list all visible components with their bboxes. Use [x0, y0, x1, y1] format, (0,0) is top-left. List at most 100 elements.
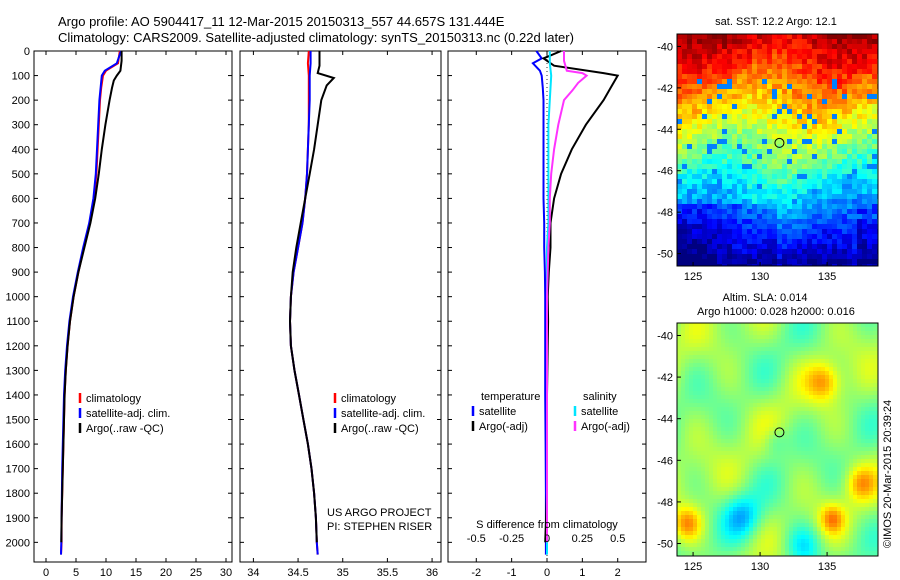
map-cell	[737, 511, 742, 516]
map-cell	[677, 511, 682, 516]
map-cell	[841, 347, 846, 352]
map-cell	[849, 491, 854, 496]
map-cell	[732, 169, 738, 175]
map-cell	[705, 367, 710, 372]
map-cell	[817, 264, 823, 267]
map-cell	[707, 139, 713, 145]
map-cell	[801, 467, 806, 472]
map-cell	[785, 347, 790, 352]
map-cell	[785, 359, 790, 364]
map-cell	[845, 427, 850, 432]
map-cell	[782, 39, 788, 45]
map-cell	[852, 229, 858, 235]
map-cell	[822, 54, 828, 60]
map-cell	[777, 531, 782, 536]
map-cell	[845, 491, 850, 496]
map-cell	[793, 435, 798, 440]
map-cell	[687, 254, 693, 260]
map-cell	[772, 114, 778, 120]
map-cell	[677, 69, 683, 75]
map-cell	[805, 359, 810, 364]
map-cell	[797, 395, 802, 400]
map-cell	[801, 515, 806, 520]
map-cell	[697, 487, 702, 492]
map-cell	[749, 395, 754, 400]
map-cell	[737, 363, 742, 368]
map-cell	[742, 174, 748, 180]
map-cell	[761, 431, 766, 436]
map-cell	[873, 327, 878, 332]
map-cell	[872, 39, 878, 45]
map-cell	[812, 169, 818, 175]
map-cell	[861, 351, 866, 356]
map-cell	[702, 139, 708, 145]
map-cell	[687, 54, 693, 60]
map-cell	[737, 89, 743, 95]
map-cell	[789, 491, 794, 496]
map-cell	[737, 391, 742, 396]
map-cell	[801, 399, 806, 404]
map-cell	[709, 523, 714, 528]
map-cell	[787, 264, 793, 267]
map-cell	[792, 179, 798, 185]
map-cell	[701, 487, 706, 492]
map-cell	[761, 507, 766, 512]
map-cell	[765, 467, 770, 472]
map-cell	[741, 471, 746, 476]
map-cell	[689, 459, 694, 464]
map-cell	[709, 471, 714, 476]
map-cell	[749, 327, 754, 332]
map-cell	[787, 249, 793, 255]
map-cell	[757, 339, 762, 344]
map-cell	[737, 335, 742, 340]
map-cell	[813, 399, 818, 404]
map-cell	[701, 431, 706, 436]
map-cell	[757, 224, 763, 230]
map-cell	[697, 249, 703, 255]
map-cell	[677, 387, 682, 392]
map-cell	[837, 219, 843, 225]
map-cell	[742, 89, 748, 95]
map-cell	[767, 194, 773, 200]
map-cell	[729, 475, 734, 480]
map-cell	[842, 124, 848, 130]
map-cell	[753, 339, 758, 344]
map-cell	[741, 343, 746, 348]
map-cell	[742, 219, 748, 225]
map-cell	[793, 531, 798, 536]
map-cell	[717, 119, 723, 125]
map-cell	[821, 399, 826, 404]
map-cell	[873, 479, 878, 484]
map-cell	[697, 44, 703, 50]
map-cell	[837, 487, 842, 492]
map-cell	[757, 184, 763, 190]
map-cell	[681, 363, 686, 368]
map-cell	[742, 144, 748, 150]
map-cell	[853, 323, 858, 328]
map-cell	[682, 164, 688, 170]
map-cell	[693, 343, 698, 348]
map-cell	[713, 343, 718, 348]
map-cell	[817, 515, 822, 520]
map-cell	[813, 323, 818, 328]
map-cell	[677, 323, 682, 328]
map-cell	[757, 109, 763, 115]
map-cell	[869, 363, 874, 368]
map-cell	[781, 443, 786, 448]
map-cell	[809, 395, 814, 400]
map-cell	[822, 259, 828, 265]
map-cell	[737, 531, 742, 536]
map-cell	[697, 114, 703, 120]
map-cell	[825, 475, 830, 480]
map-cell	[767, 134, 773, 140]
map-cell	[757, 483, 762, 488]
map-cell	[832, 239, 838, 245]
map-cell	[767, 34, 773, 40]
map-cell	[765, 391, 770, 396]
map-cell	[713, 515, 718, 520]
map-cell	[761, 463, 766, 468]
map-cell	[769, 495, 774, 500]
map-cell	[807, 89, 813, 95]
map-cell	[782, 209, 788, 215]
map-cell	[769, 403, 774, 408]
